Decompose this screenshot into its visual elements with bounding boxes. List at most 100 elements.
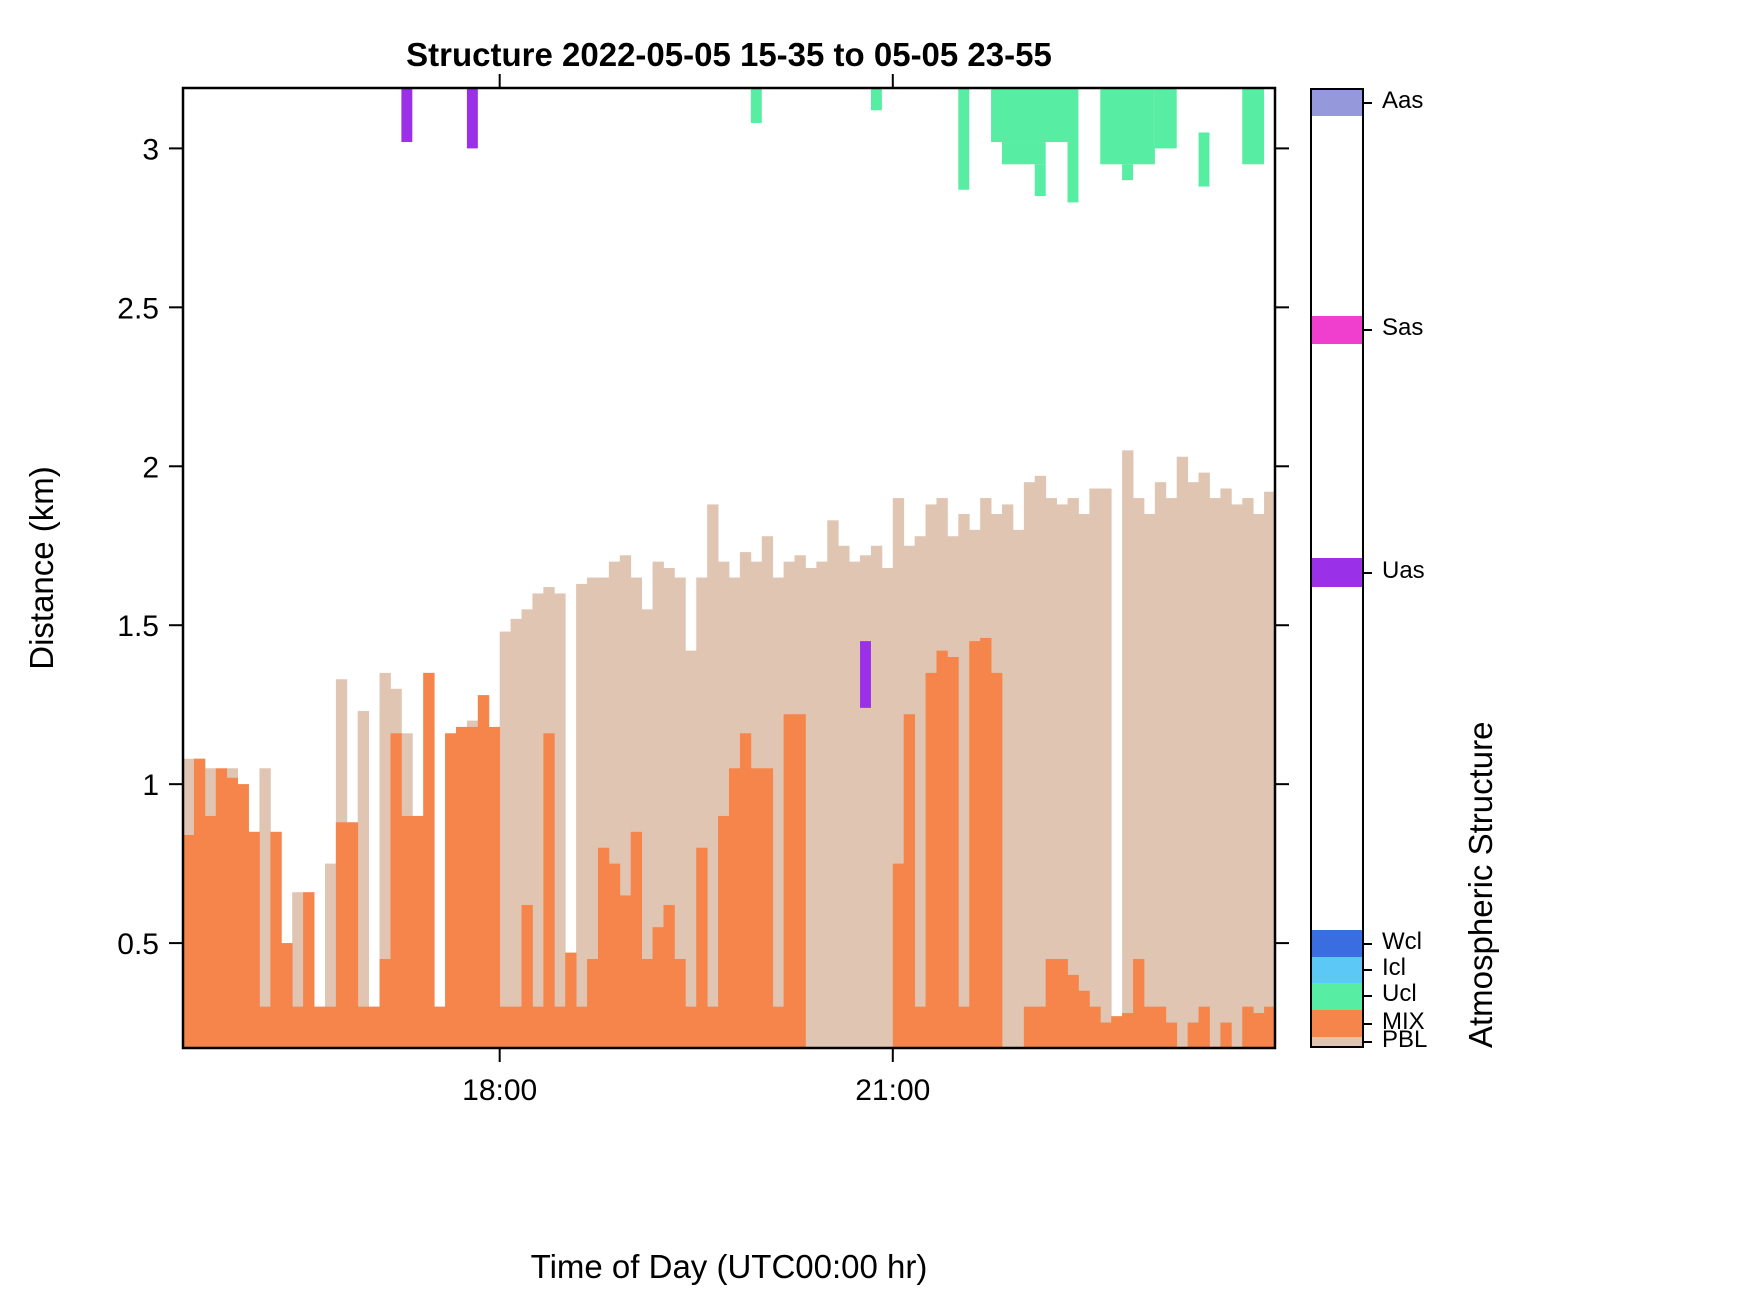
bar-pbl [870,545,883,1048]
tick-label: 0.5 [117,928,159,961]
patch-ucl [1242,88,1265,165]
bar-pbl [1045,498,1057,1048]
colorbar-tick [1362,968,1372,971]
bar-pbl [1209,498,1221,1048]
bar-pbl [663,568,675,1048]
bar-mix [314,1006,326,1048]
bar-mix [565,952,577,1048]
bar-mix [510,1006,522,1048]
y-axis-label: Distance (km) [23,466,60,670]
bar-pbl [1242,498,1254,1048]
bar-pbl [1231,504,1243,1048]
bar-mix [729,768,741,1048]
bar-mix [980,637,992,1048]
bar-mix [718,815,730,1048]
patch-ucl [1154,88,1177,149]
bar-mix [379,958,391,1048]
bar-mix [1220,1022,1232,1048]
bar-pbl [914,536,926,1048]
bar-mix [543,733,555,1048]
bar-mix [958,1006,970,1048]
bar-pbl [630,577,643,1048]
bar-mix [608,863,621,1048]
colorbar-tick [1362,328,1372,331]
bar-mix [499,1006,511,1048]
patch-ucl [1100,88,1155,165]
patch-ucl [991,88,1068,143]
bar-pbl [1089,488,1101,1049]
bar-mix [488,726,501,1048]
bar-mix [1253,1013,1265,1048]
bar-mix [237,784,249,1048]
bar-pbl [860,555,872,1048]
bar-mix [477,695,490,1048]
bar-pbl [1012,529,1025,1048]
bar-pbl [379,672,391,1048]
bar-pbl [1220,488,1232,1049]
bar-mix [1045,958,1057,1048]
bar-mix [925,672,937,1048]
tick-label: 2.5 [117,292,159,325]
bar-mix [183,835,195,1048]
bar-pbl [816,561,828,1048]
bar-mix [936,650,948,1048]
patch-ucl [1198,132,1210,187]
colorbar-tick [1362,995,1372,998]
bar-mix [947,657,959,1048]
bar-pbl [849,561,861,1048]
bar-mix [226,777,238,1048]
bar-mix [969,641,981,1048]
tick-label: 2 [142,451,159,484]
bar-mix [1089,1006,1101,1048]
bar-pbl [707,504,719,1048]
colorbar-tick [1362,571,1372,574]
patch-ucl [1122,164,1134,181]
tick-label: 21:00 [855,1074,930,1107]
bar-pbl [608,561,621,1048]
bar-pbl [1056,504,1068,1048]
bar-pbl [1176,456,1189,1049]
bar-mix [576,1006,588,1048]
colorbar-label-uas: Uas [1382,556,1425,584]
bar-mix [215,768,228,1048]
colorbar-seg-pbl [1312,1037,1362,1046]
patch-ucl [958,88,970,190]
bar-pbl [696,577,708,1048]
bar-pbl [674,577,686,1048]
bar-mix [1111,1016,1123,1048]
bar-mix [641,958,653,1048]
bar-mix [739,733,752,1048]
bar-pbl [259,768,271,1048]
bar-mix [1187,1022,1199,1048]
bar-pbl [1002,504,1014,1048]
bar-mix [587,958,599,1048]
colorbar-label-ucl: Ucl [1382,980,1417,1008]
bar-mix [466,726,479,1048]
bar-pbl [641,609,653,1048]
bar-pbl [685,650,697,1048]
bar-mix [597,847,610,1048]
bar-mix [521,904,533,1048]
bar-mix [794,714,806,1048]
colorbar-title: Atmospheric Structure [1462,721,1499,1048]
tick-label: 3 [142,133,159,166]
bar-mix [1100,1022,1112,1048]
bar-mix [663,904,675,1048]
colorbar-tick [1362,942,1372,945]
bar-mix [445,733,457,1048]
bar-mix [204,815,217,1048]
bar-mix [554,1006,566,1048]
patch-ucl [1002,142,1046,165]
bar-mix [434,1006,446,1048]
bar-mix [1264,1006,1276,1048]
bar-pbl [1198,472,1210,1049]
bar-mix [368,1006,380,1048]
bar-pbl [510,618,522,1048]
patch-uas [401,88,413,143]
bar-mix [346,822,359,1048]
bar-pbl [324,863,337,1048]
bar-mix [324,1006,337,1048]
bar-pbl [1023,482,1036,1048]
patch-ucl [870,88,882,111]
